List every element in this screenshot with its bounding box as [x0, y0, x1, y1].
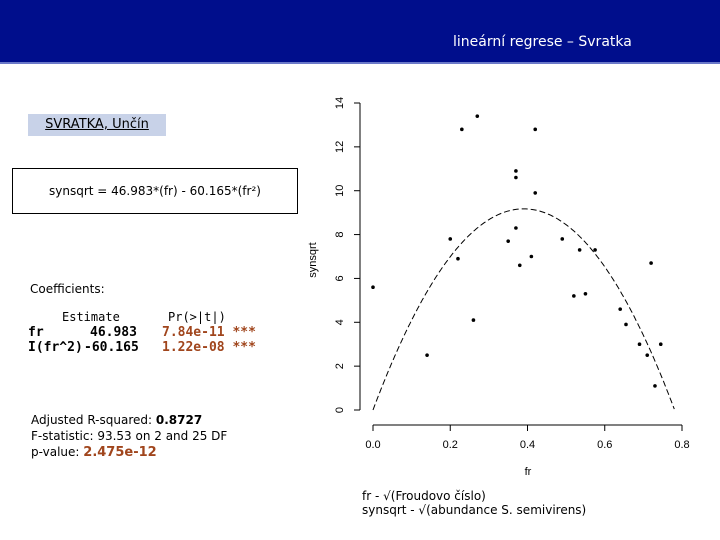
note: fr - √(Froudovo číslo): [362, 489, 486, 503]
point: [653, 384, 657, 388]
coef-title: Coefficients:: [30, 282, 105, 296]
y-tick-label: 4: [334, 319, 346, 325]
point: [649, 261, 653, 265]
point: [514, 169, 518, 173]
coef-p: 1.22e-08 ***: [162, 340, 256, 355]
point: [475, 114, 480, 118]
point: [572, 294, 576, 298]
y-tick-label: 10: [334, 185, 346, 197]
point: [514, 226, 518, 230]
y-tick-label: 8: [334, 232, 346, 238]
x-tick-label: 0.4: [520, 439, 535, 451]
p-value: 2.475e-12: [83, 445, 157, 460]
point: [637, 342, 642, 347]
point: [593, 248, 597, 252]
fit-curve: [372, 208, 675, 411]
p-label: p-value:: [31, 445, 80, 459]
x-tick-label: 0.0: [365, 439, 380, 451]
x-tick-label: 0.2: [443, 439, 458, 451]
header-bar: [0, 0, 720, 64]
point: [533, 191, 538, 195]
point: [514, 175, 518, 180]
coef-estimate: 46.983: [90, 325, 137, 340]
f-stat: F-statistic: 93.53 on 2 and 25 DF: [31, 429, 228, 443]
x-tick-label: 0.6: [597, 439, 612, 451]
coef-head-estimate: Estimate: [62, 310, 120, 324]
x-tick-label: 0.8: [674, 439, 689, 451]
note: synsqrt - √(abundance S. semivirens): [362, 503, 587, 517]
r2-label: Adjusted R-squared:: [31, 413, 153, 427]
point: [560, 237, 565, 241]
y-tick-label: 6: [334, 275, 346, 281]
y-tick-label: 14: [334, 97, 346, 109]
site-label: SVRATKA, Unčín: [28, 114, 166, 136]
point: [425, 353, 429, 357]
x-axis-label: fr: [525, 466, 532, 478]
y-tick-label: 12: [334, 141, 346, 153]
y-tick-label: 0: [334, 407, 346, 413]
point: [577, 248, 582, 252]
coef-estimate: -60.165: [84, 340, 139, 355]
point: [460, 127, 464, 132]
point: [517, 263, 522, 268]
point: [658, 342, 663, 347]
point: [456, 256, 460, 261]
point: [371, 285, 375, 290]
coef-p: 7.84e-11 ***: [162, 325, 256, 340]
equation-box: synsqrt = 46.983*(fr) - 60.165*(fr²): [12, 168, 298, 214]
stats: Adjusted R-squared: 0.8727 F-statistic: 9…: [31, 396, 227, 461]
coef-term: I(fr^2): [28, 340, 83, 355]
point: [529, 254, 534, 259]
point: [618, 307, 622, 311]
header-title: lineární regrese – Svratka: [453, 34, 632, 50]
r2: 0.8727: [155, 413, 203, 427]
point: [533, 127, 538, 132]
point: [448, 237, 453, 241]
point: [583, 291, 588, 296]
point: [645, 353, 650, 357]
point: [506, 239, 510, 243]
coef-term: fr: [28, 325, 44, 340]
point: [624, 322, 628, 327]
y-axis-label: synsqrt: [307, 242, 319, 277]
coef-head-p: Pr(>|t|): [168, 310, 226, 324]
y-tick-label: 2: [334, 363, 346, 369]
point: [471, 318, 476, 322]
